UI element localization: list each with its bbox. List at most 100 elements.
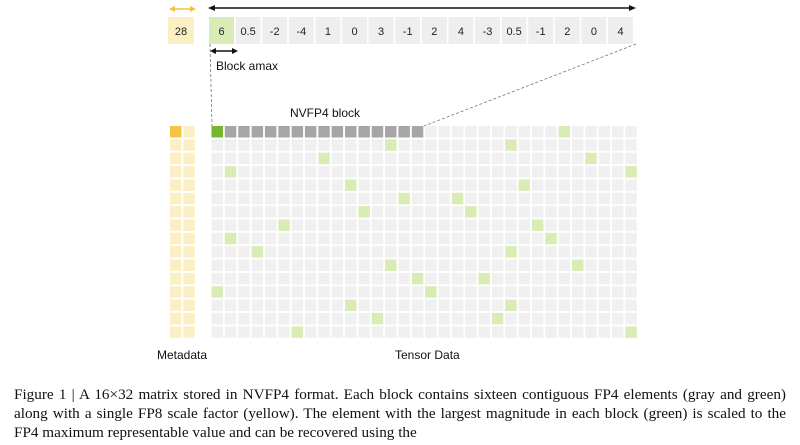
tensor-cell: [238, 246, 250, 258]
tensor-cell: [505, 232, 517, 245]
tensor-cell: [505, 312, 517, 325]
tensor-cell: [278, 299, 290, 311]
tensor-cell: [224, 139, 237, 151]
tensor-cell: [438, 179, 450, 191]
tensor-cell: [598, 179, 611, 191]
tensor-cell: [425, 326, 437, 338]
tensor-cell: [411, 259, 424, 271]
tensor-cell: [278, 206, 290, 218]
amax-cell: [505, 139, 517, 151]
tensor-cell: [491, 232, 504, 245]
scale-cell: [170, 259, 182, 271]
tensor-cell: [491, 299, 504, 311]
tensor-cell: [411, 152, 424, 165]
tensor-cell: [385, 179, 397, 191]
tensor-cell: [491, 259, 504, 271]
tensor-cell: [518, 152, 530, 165]
tensor-cell: [531, 246, 544, 258]
tensor-cell: [318, 166, 330, 178]
tensor-cell: [451, 299, 464, 311]
amax-cell: [211, 286, 223, 298]
tensor-cell: [411, 192, 424, 205]
tensor-cell: [438, 286, 450, 298]
tensor-cell: [545, 126, 557, 138]
tensor-cell: [491, 126, 504, 138]
tensor-cell: [438, 272, 450, 285]
tensor-cell: [545, 179, 557, 191]
tensor-cell: [238, 139, 250, 151]
tensor-cell: [572, 232, 584, 245]
tensor-cell: [358, 232, 370, 245]
tensor-cell: [451, 206, 464, 218]
tensor-cell: [478, 206, 490, 218]
tensor-cell: [291, 246, 304, 258]
tensor-cell: [371, 192, 384, 205]
tensor-cell: [371, 232, 384, 245]
tensor-cell: [478, 166, 490, 178]
tensor-cell: [558, 219, 571, 231]
block-value: -4: [296, 26, 306, 38]
tensor-cell: [331, 259, 344, 271]
tensor-cell: [211, 326, 223, 338]
tensor-cell: [612, 139, 624, 151]
tensor-cell: [558, 192, 571, 205]
scale-cell: [170, 246, 182, 258]
tensor-cell: [385, 232, 397, 245]
tensor-cell: [518, 312, 530, 325]
tensor-cell: [545, 272, 557, 285]
tensor-cell: [411, 219, 424, 231]
tensor-cell: [278, 152, 290, 165]
tensor-cell: [505, 286, 517, 298]
tensor-cell: [304, 152, 317, 165]
tensor-cell: [398, 139, 410, 151]
tensor-cell: [318, 259, 330, 271]
block-value-cell: [342, 17, 367, 44]
amax-cell: [505, 299, 517, 311]
tensor-cell: [572, 272, 584, 285]
tensor-cell: [518, 246, 530, 258]
tensor-cell: [264, 272, 277, 285]
tensor-cell: [331, 232, 344, 245]
tensor-cell: [425, 166, 437, 178]
tensor-cell: [304, 326, 317, 338]
zoom-line-right: [423, 43, 637, 127]
tensor-cell: [438, 232, 450, 245]
tensor-cell: [371, 299, 384, 311]
tensor-cell: [385, 152, 397, 165]
tensor-cell: [278, 259, 290, 271]
scale-cell: [170, 206, 182, 218]
tensor-cell: [398, 312, 410, 325]
tensor-cell: [531, 272, 544, 285]
tensor-cell: [585, 232, 597, 245]
block-cell: [411, 126, 424, 138]
tensor-cell: [465, 219, 477, 231]
tensor-cell: [278, 272, 290, 285]
figure-caption: Figure 1 | A 16×32 matrix stored in NVFP…: [14, 386, 786, 441]
tensor-cell: [518, 299, 530, 311]
tensor-cell: [612, 232, 624, 245]
tensor-cell: [545, 152, 557, 165]
tensor-cell: [531, 286, 544, 298]
tensor-cell: [264, 139, 277, 151]
tensor-cell: [398, 272, 410, 285]
tensor-cell: [572, 179, 584, 191]
tensor-cell: [491, 139, 504, 151]
tensor-cell: [612, 192, 624, 205]
tensor-cell: [518, 126, 530, 138]
tensor-cell: [211, 259, 223, 271]
tensor-cell: [505, 206, 517, 218]
tensor-cell: [465, 166, 477, 178]
amax-cell: [451, 192, 464, 205]
tensor-cell: [491, 206, 504, 218]
tensor-cell: [304, 286, 317, 298]
amax-cell: [558, 126, 571, 138]
tensor-cell: [451, 139, 464, 151]
block-value: 6: [218, 26, 224, 38]
tensor-cell: [585, 166, 597, 178]
tensor-cell: [278, 192, 290, 205]
tensor-cell: [438, 152, 450, 165]
amax-cell: [358, 206, 370, 218]
tensor-cell: [505, 192, 517, 205]
block-cell: [291, 126, 304, 138]
tensor-cell: [371, 272, 384, 285]
